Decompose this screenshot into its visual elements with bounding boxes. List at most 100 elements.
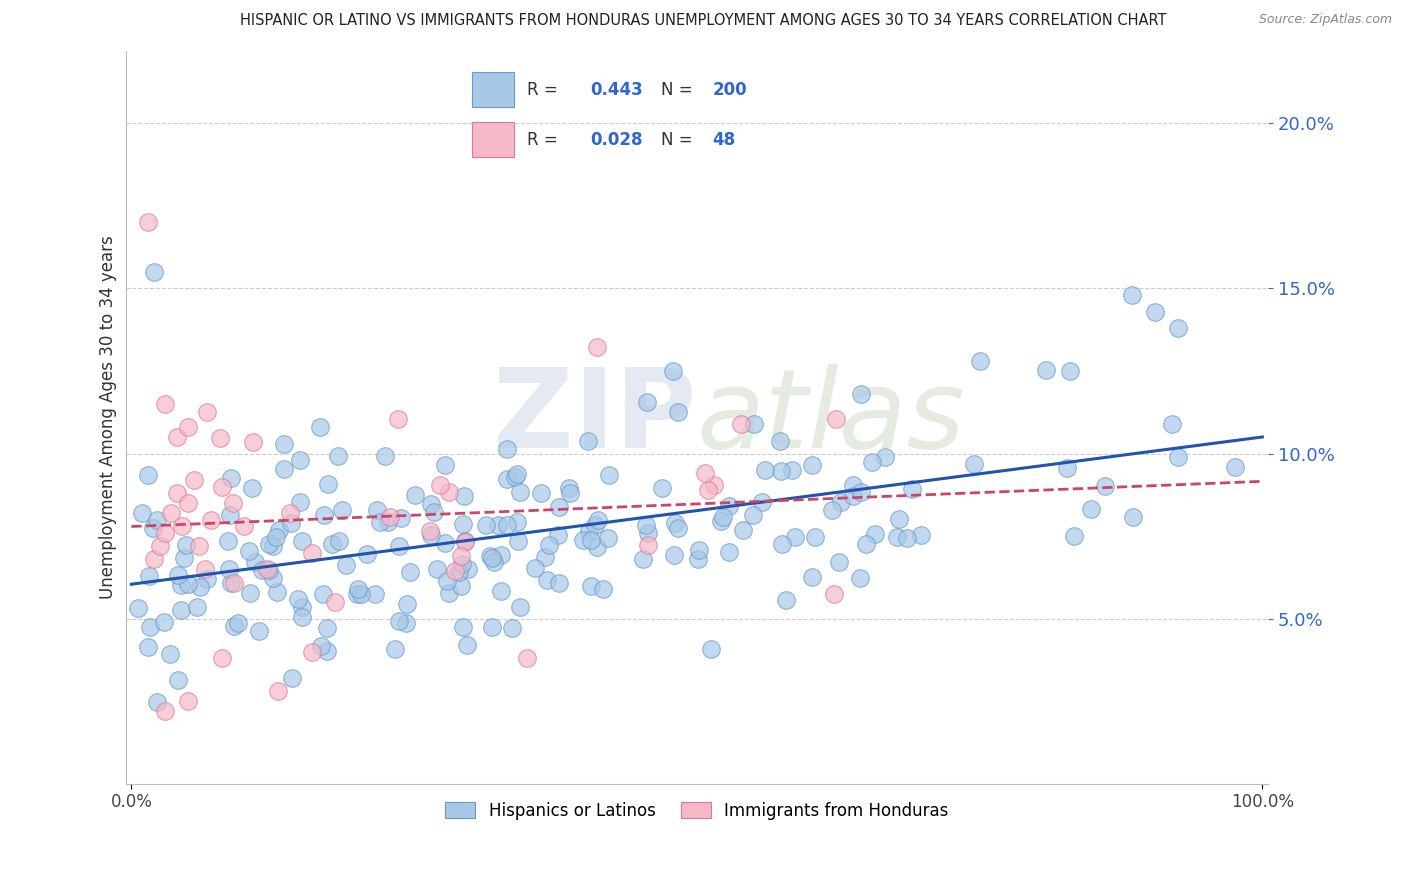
Point — [159, 648, 181, 662]
Point — [291, 600, 314, 615]
Point — [710, 514, 733, 528]
Point — [195, 572, 218, 586]
Point — [1063, 529, 1085, 543]
Point — [489, 583, 512, 598]
Point — [558, 482, 581, 496]
Point — [167, 568, 190, 582]
Point — [257, 563, 280, 577]
Y-axis label: Unemployment Among Ages 30 to 34 years: Unemployment Among Ages 30 to 34 years — [100, 235, 117, 599]
Point — [291, 533, 314, 548]
Point — [219, 576, 242, 591]
Point — [1059, 364, 1081, 378]
Point — [281, 671, 304, 685]
Point — [886, 530, 908, 544]
Point — [350, 587, 373, 601]
Point — [581, 579, 603, 593]
Point — [662, 548, 685, 562]
Point — [321, 537, 343, 551]
Point — [598, 467, 620, 482]
Point — [800, 570, 823, 584]
Point — [592, 582, 614, 596]
Point — [328, 533, 350, 548]
Point — [482, 555, 505, 569]
Point — [238, 544, 260, 558]
Point — [718, 500, 741, 514]
Point — [287, 591, 309, 606]
Point — [420, 496, 443, 510]
Point — [711, 510, 734, 524]
Point — [651, 482, 673, 496]
Point — [821, 503, 844, 517]
Point — [262, 539, 284, 553]
Point — [516, 651, 538, 665]
Point — [963, 457, 986, 471]
Point — [1056, 460, 1078, 475]
Point — [579, 533, 602, 547]
Point — [436, 574, 458, 589]
Point — [177, 496, 200, 510]
Point — [688, 542, 710, 557]
Point — [219, 471, 242, 485]
Point — [501, 621, 523, 635]
Point — [851, 484, 873, 499]
Point — [696, 483, 718, 497]
Point — [240, 481, 263, 495]
Point — [457, 562, 479, 576]
Point — [252, 563, 274, 577]
Point — [1121, 288, 1143, 302]
Point — [242, 435, 264, 450]
Point — [312, 508, 335, 522]
Point — [170, 577, 193, 591]
Point — [335, 558, 357, 572]
Point — [136, 215, 159, 229]
Point — [211, 479, 233, 493]
Point — [267, 684, 290, 698]
Point — [222, 496, 245, 510]
Point — [486, 517, 509, 532]
Point — [896, 531, 918, 545]
Point — [388, 614, 411, 628]
Point — [266, 585, 288, 599]
Point — [155, 704, 177, 718]
Point — [453, 489, 475, 503]
Point — [384, 642, 406, 657]
Point — [243, 555, 266, 569]
Point — [280, 516, 302, 530]
Point — [509, 484, 531, 499]
Point — [636, 518, 658, 533]
Point — [456, 638, 478, 652]
Point — [194, 562, 217, 576]
Point — [378, 510, 401, 524]
Point — [506, 533, 529, 548]
Point — [146, 695, 169, 709]
Point — [186, 599, 208, 614]
Point — [576, 434, 599, 449]
Point — [769, 464, 792, 478]
Point — [312, 587, 335, 601]
Point — [404, 488, 426, 502]
Point — [506, 515, 529, 529]
Point — [326, 449, 349, 463]
Point — [586, 513, 609, 527]
Point — [1122, 509, 1144, 524]
Point — [396, 597, 419, 611]
Point — [785, 530, 807, 544]
Point — [264, 530, 287, 544]
Point — [419, 528, 441, 542]
Point — [160, 506, 183, 520]
Point — [290, 495, 312, 509]
Point — [842, 489, 865, 503]
Point — [166, 430, 188, 444]
Point — [426, 561, 449, 575]
Point — [823, 587, 845, 601]
Point — [900, 482, 922, 496]
Text: Source: ZipAtlas.com: Source: ZipAtlas.com — [1258, 13, 1392, 27]
Point — [273, 437, 295, 451]
Point — [769, 434, 792, 449]
Point — [547, 528, 569, 542]
Point — [146, 513, 169, 527]
Point — [481, 551, 503, 566]
Point — [208, 431, 231, 445]
Point — [173, 551, 195, 566]
Point — [387, 539, 409, 553]
